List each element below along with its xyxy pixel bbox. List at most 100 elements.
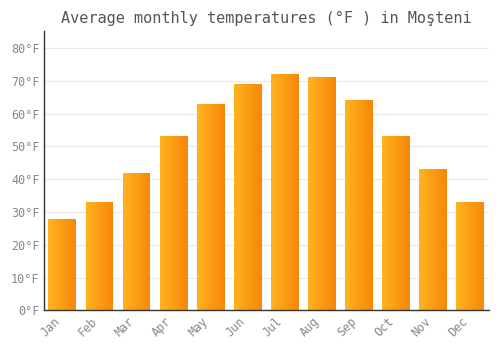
Bar [219,104,220,310]
Bar [110,202,111,310]
Bar [435,169,436,310]
Bar [290,74,291,310]
Bar [295,74,296,310]
Bar [285,74,286,310]
Bar [242,84,243,310]
Bar [351,100,352,310]
Bar [357,100,358,310]
Bar [126,173,127,310]
Bar [204,104,205,310]
Bar [160,136,161,310]
Bar [214,104,215,310]
Bar [420,169,422,310]
Bar [106,202,107,310]
Bar [179,136,180,310]
Bar [458,202,459,310]
Bar [261,84,262,310]
Bar [88,202,89,310]
Bar [215,104,216,310]
Bar [358,100,359,310]
Bar [136,173,137,310]
Bar [384,136,385,310]
Bar [317,77,318,310]
Bar [466,202,467,310]
Bar [99,202,100,310]
Bar [312,77,313,310]
Bar [61,218,62,310]
Bar [475,202,476,310]
Bar [426,169,427,310]
Bar [445,169,446,310]
Bar [57,218,58,310]
Bar [312,77,313,310]
Bar [446,169,447,310]
Bar [197,104,198,310]
Bar [425,169,426,310]
Bar [210,104,211,310]
Bar [440,169,441,310]
Bar [408,136,409,310]
Bar [482,202,483,310]
Bar [432,169,433,310]
Bar [330,77,331,310]
Bar [436,169,437,310]
Bar [287,74,288,310]
Bar [478,202,479,310]
Bar [296,74,297,310]
Bar [197,104,198,310]
Bar [286,74,288,310]
Bar [248,84,249,310]
Bar [181,136,182,310]
Bar [272,74,273,310]
Bar [97,202,98,310]
Bar [329,77,330,310]
Bar [462,202,463,310]
Bar [319,77,320,310]
Bar [318,77,319,310]
Bar [213,104,214,310]
Bar [173,136,174,310]
Bar [276,74,277,310]
Bar [56,218,57,310]
Bar [457,202,458,310]
Bar [400,136,401,310]
Bar [356,100,357,310]
Bar [162,136,163,310]
Bar [89,202,90,310]
Bar [258,84,259,310]
Bar [409,136,410,310]
Bar [103,202,104,310]
Bar [363,100,364,310]
Bar [177,136,178,310]
Bar [321,77,322,310]
Bar [277,74,278,310]
Bar [463,202,464,310]
Bar [239,84,240,310]
Bar [109,202,110,310]
Bar [297,74,298,310]
Bar [392,136,393,310]
Bar [253,84,254,310]
Bar [70,218,71,310]
Bar [166,136,167,310]
Bar [363,100,364,310]
Bar [470,202,471,310]
Bar [325,77,326,310]
Bar [137,173,138,310]
Bar [250,84,251,310]
Bar [53,218,54,310]
Bar [280,74,281,310]
Bar [334,77,335,310]
Bar [96,202,97,310]
Bar [474,202,475,310]
Bar [429,169,430,310]
Bar [420,169,421,310]
Bar [256,84,257,310]
Bar [130,173,131,310]
Bar [58,218,59,310]
Bar [361,100,362,310]
Bar [62,218,63,310]
Bar [148,173,149,310]
Bar [456,202,457,310]
Bar [92,202,93,310]
